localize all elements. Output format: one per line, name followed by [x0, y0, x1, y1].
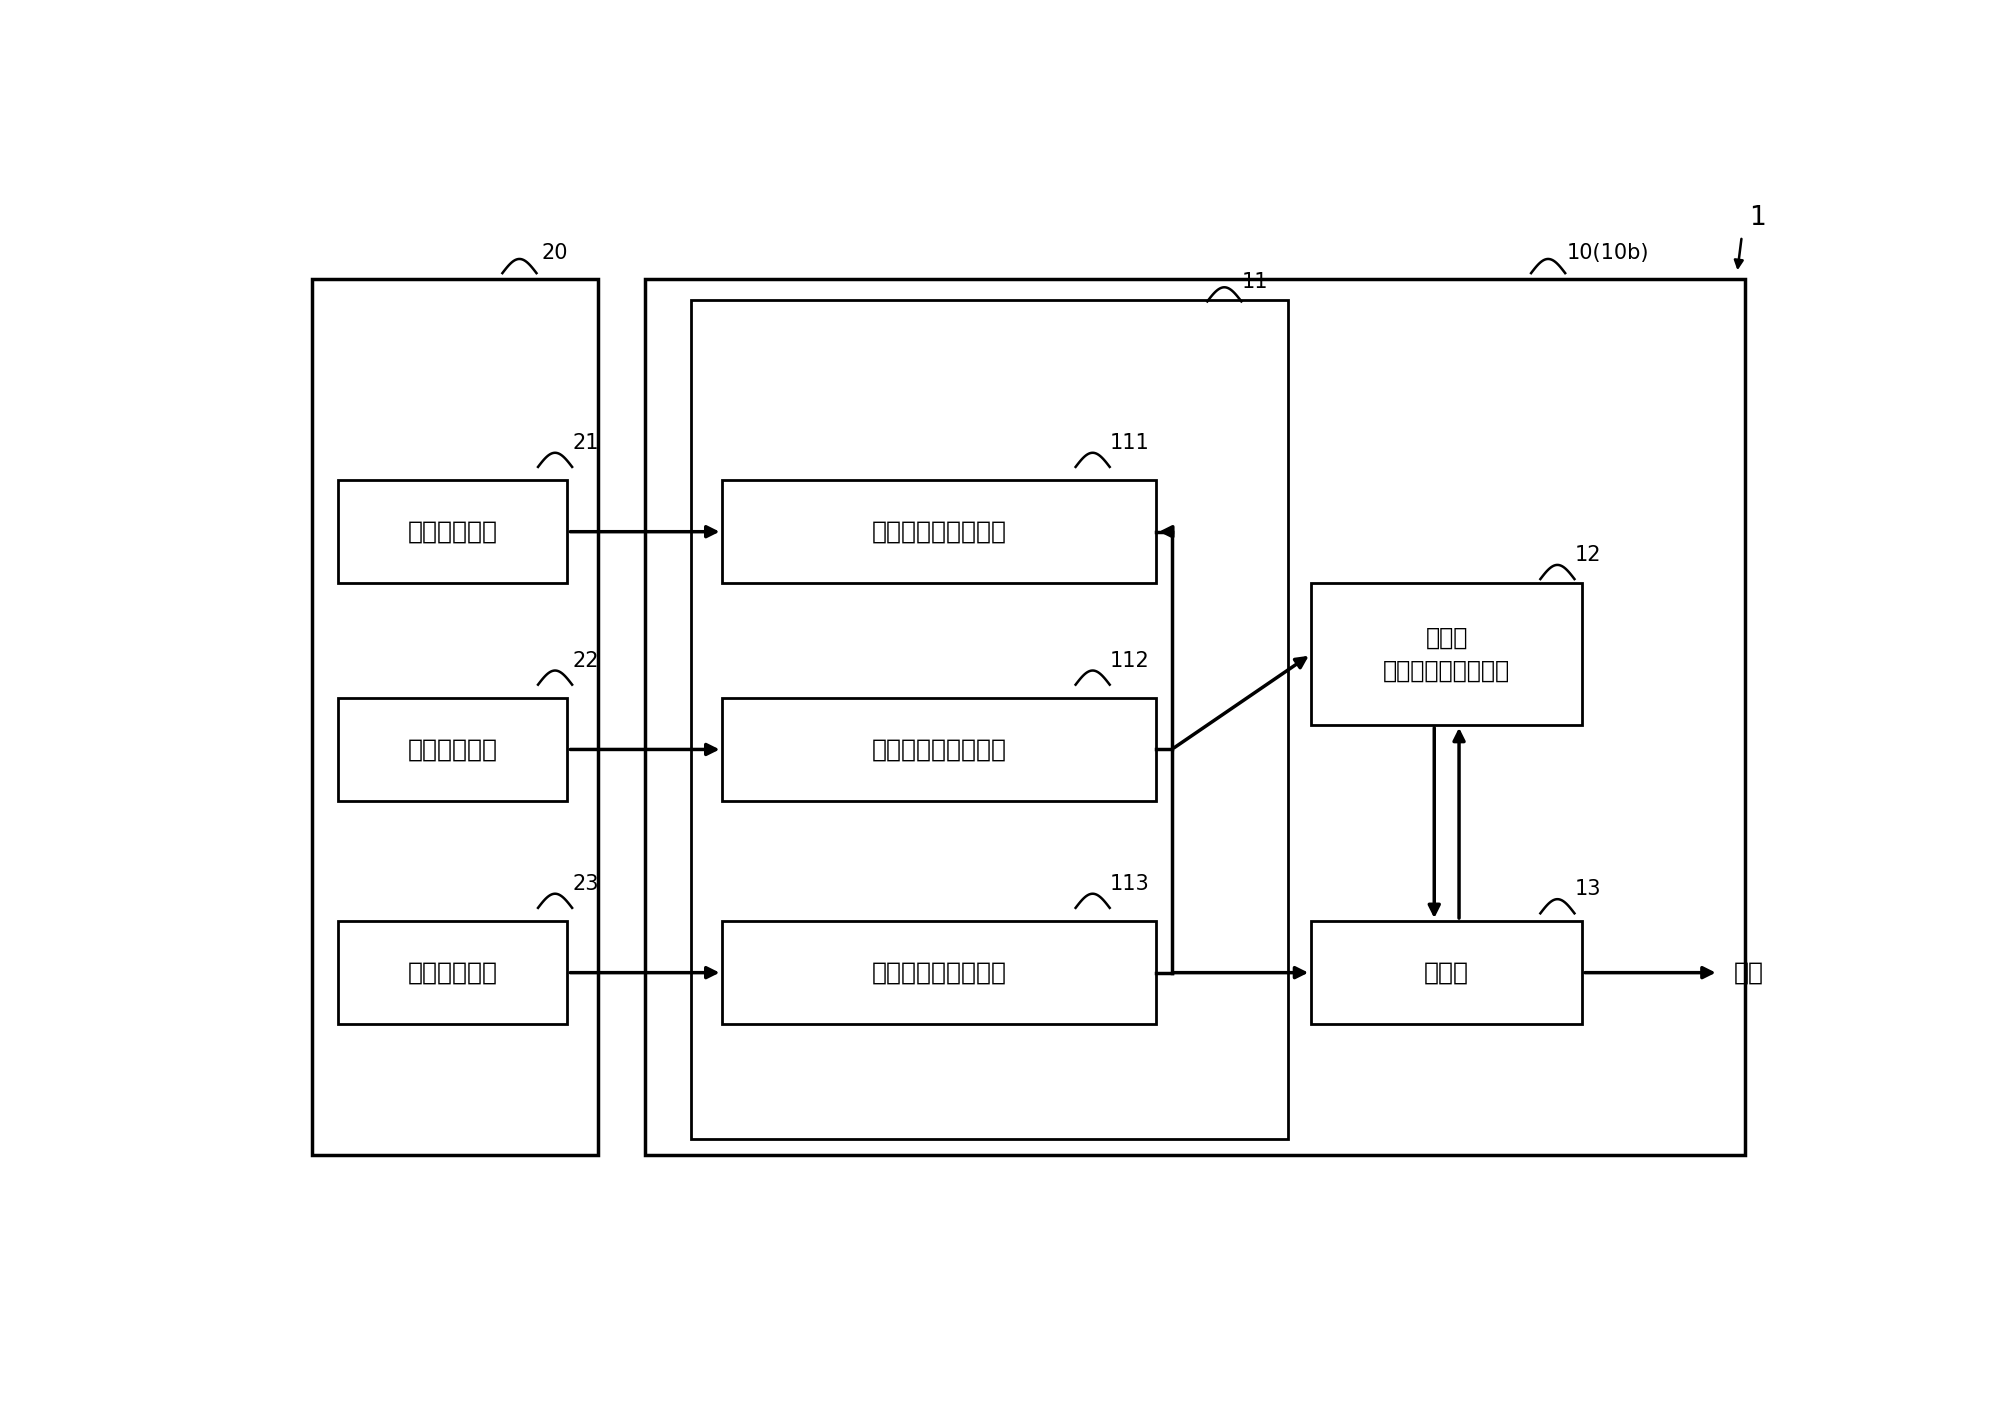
FancyBboxPatch shape	[721, 479, 1155, 584]
FancyBboxPatch shape	[645, 279, 1744, 1155]
Text: 23: 23	[571, 874, 597, 894]
Text: 第２の特徴量抽出部: 第２の特徴量抽出部	[871, 738, 1007, 762]
Text: 12: 12	[1574, 544, 1600, 566]
FancyBboxPatch shape	[1311, 921, 1582, 1024]
Text: 1: 1	[1748, 205, 1766, 230]
Text: 第３の特徴量抽出部: 第３の特徴量抽出部	[871, 960, 1007, 984]
Text: 認証: 認証	[1732, 960, 1762, 984]
Text: 20: 20	[541, 243, 567, 263]
FancyBboxPatch shape	[721, 697, 1155, 802]
Text: 10(10b): 10(10b)	[1566, 243, 1648, 263]
Text: 第３のセンサ: 第３のセンサ	[408, 960, 498, 984]
Text: 21: 21	[571, 433, 597, 452]
Text: 112: 112	[1109, 650, 1149, 670]
Text: 判定部: 判定部	[1423, 960, 1469, 984]
FancyBboxPatch shape	[312, 279, 597, 1155]
FancyBboxPatch shape	[721, 921, 1155, 1024]
FancyBboxPatch shape	[691, 300, 1287, 1138]
Text: 第２のセンサ: 第２のセンサ	[408, 738, 498, 762]
Text: 22: 22	[571, 650, 597, 670]
Text: 13: 13	[1574, 880, 1600, 899]
Text: 11: 11	[1241, 271, 1267, 291]
Text: 第１のセンサ: 第１のセンサ	[408, 520, 498, 544]
FancyBboxPatch shape	[338, 479, 567, 584]
FancyBboxPatch shape	[338, 921, 567, 1024]
Text: 113: 113	[1109, 874, 1149, 894]
Text: 第１の特徴量抽出部: 第１の特徴量抽出部	[871, 520, 1007, 544]
Text: 111: 111	[1109, 433, 1149, 452]
FancyBboxPatch shape	[1311, 584, 1582, 725]
FancyBboxPatch shape	[338, 697, 567, 802]
Text: 記憶部
／統合データ格納部: 記憶部 ／統合データ格納部	[1383, 625, 1508, 683]
